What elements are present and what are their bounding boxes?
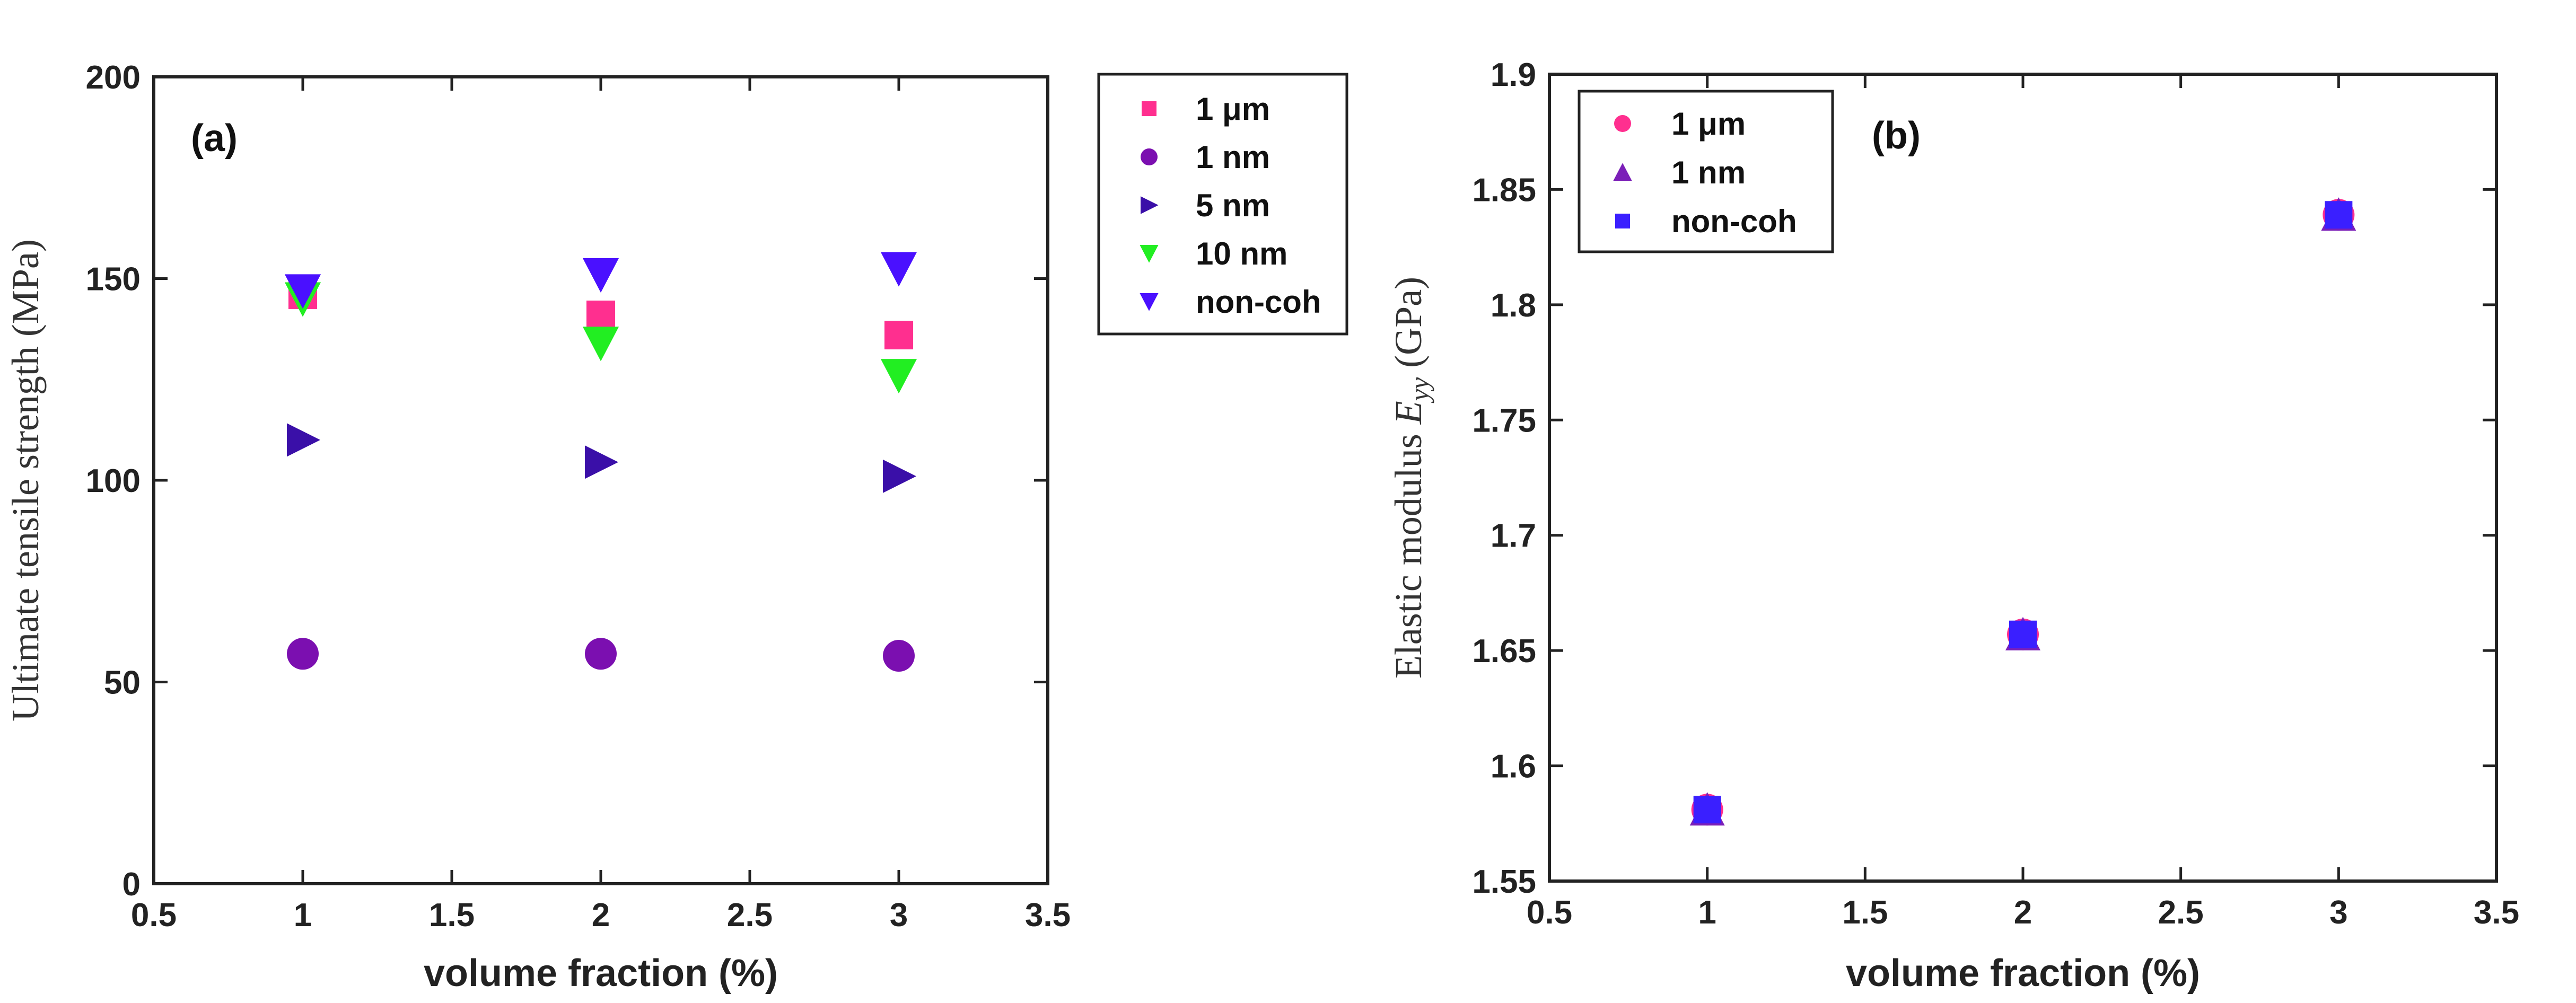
panel-b-y-tick-label: 1.85 xyxy=(1472,172,1536,208)
panel-a-legend-marker-10-nm xyxy=(1140,245,1159,263)
panel-b-y-tick-label: 1.8 xyxy=(1491,287,1536,324)
panel-a-point-5-nm-2 xyxy=(585,445,618,479)
panel-a-point-non-coh-2 xyxy=(582,258,619,293)
panel-a-point-10-nm-2 xyxy=(582,327,619,362)
panel-b-y-tick-label: 1.6 xyxy=(1491,749,1536,785)
panel-a-legend-label-5-nm: 5 nm xyxy=(1196,188,1270,223)
panel-a-x-tick-label: 1.5 xyxy=(429,897,475,934)
panel-b-x-axis-label: volume fraction (%) xyxy=(1846,952,2200,995)
panel-a-y-tick-label: 150 xyxy=(86,261,141,298)
panel-a-y-tick-label: 200 xyxy=(86,59,141,96)
panel-a-legend-marker-1-nm xyxy=(1141,148,1158,165)
panel-a-x-tick-label: 3.5 xyxy=(1025,897,1071,934)
panel-b-point-non-coh-3 xyxy=(2325,201,2353,229)
panel-a-point-5-nm-1 xyxy=(287,423,320,457)
panel-b-legend-label-non-coh: non-coh xyxy=(1671,204,1797,239)
panel-a-legend-label-non-coh: non-coh xyxy=(1196,284,1321,320)
panel-b-label: (b) xyxy=(1872,115,1921,157)
panel-a-point-1-nm-1 xyxy=(287,638,319,670)
panel-a-point-10-nm-3 xyxy=(880,359,917,394)
panel-a-point-1-nm-3 xyxy=(883,640,915,672)
panel-a-legend: 1 μm 1 nm 5 nm 10 nm non-coh xyxy=(1097,73,1348,336)
panel-b-point-non-coh-1 xyxy=(1693,796,1721,824)
panel-b-x-tick-label: 0.5 xyxy=(1527,894,1572,931)
panel-b-x-tick-label: 2 xyxy=(2014,894,2032,931)
panel-b-y-tick-label: 1.75 xyxy=(1472,402,1536,439)
panel-b-x-tick-label: 1.5 xyxy=(1842,894,1888,931)
panel-b-y-axis-label: Elastic modulus Eyy (GPa) xyxy=(1387,277,1434,679)
panel-a-legend-marker-5-nm xyxy=(1141,196,1159,214)
panel-a-x-tick-label: 0.5 xyxy=(131,897,177,934)
panel-b-x-tick-label: 1 xyxy=(1698,894,1716,931)
panel-a-point-1-nm-2 xyxy=(585,638,617,670)
panel-b-data-points xyxy=(1689,197,2356,826)
panel-b-y-tick-label: 1.7 xyxy=(1491,518,1536,555)
panel-a-tick-labels: 0.5 1 1.5 2 2.5 3 3.5 0 50 100 150 200 xyxy=(86,59,1071,934)
panel-a-x-tick-label: 1 xyxy=(294,897,312,934)
panel-a-x-tick-label: 3 xyxy=(890,897,908,934)
panel-a-x-tick-label: 2.5 xyxy=(727,897,773,934)
panel-b-legend-label-1-nm: 1 nm xyxy=(1671,155,1746,190)
panel-a-point-1-m-3 xyxy=(884,321,913,350)
panel-a-point-non-coh-3 xyxy=(880,252,917,287)
panel-b-x-tick-label: 2.5 xyxy=(2158,894,2204,931)
panel-a-y-tick-label: 50 xyxy=(104,665,141,701)
panel-a-legend-marker-1-m xyxy=(1142,101,1156,116)
panel-a-y-tick-label: 100 xyxy=(86,463,141,499)
panel-a-legend-label-1-nm: 1 nm xyxy=(1196,139,1270,175)
panel-b-legend-label-1-m: 1 μm xyxy=(1671,106,1746,142)
panel-a-plot-area xyxy=(152,75,1049,885)
panel-b-point-non-coh-2 xyxy=(2009,620,2037,648)
panel-b-x-tick-label: 3 xyxy=(2329,894,2347,931)
panel-a-point-1-m-2 xyxy=(586,300,615,329)
panel-a-chart: 0.5 1 1.5 2 2.5 3 3.5 0 50 100 150 200 (a) volume f… xyxy=(4,59,1348,995)
panel-b-chart: 0.5 1 1.5 2 2.5 3 3.5 1.55 1.6 1.65 1.7 1.75 1.8 1.85… xyxy=(1387,57,2519,995)
panel-b-ticks xyxy=(1548,73,2498,883)
panel-b-tick-labels: 0.5 1 1.5 2 2.5 3 3.5 1.55 1.6 1.65 1.7 1.75 1.8 1.85… xyxy=(1472,57,2519,931)
panel-b-legend-marker-1-nm xyxy=(1613,163,1632,181)
panel-a-y-tick-label: 0 xyxy=(122,866,141,903)
panel-b-y-tick-label: 1.65 xyxy=(1472,633,1536,670)
panel-b-x-tick-label: 3.5 xyxy=(2474,894,2519,931)
panel-a-point-5-nm-3 xyxy=(883,459,916,493)
panel-b-y-tick-label: 1.55 xyxy=(1472,864,1536,900)
panel-a-x-axis-label: volume fraction (%) xyxy=(424,952,778,995)
panel-a-legend-label-10-nm: 10 nm xyxy=(1196,236,1287,271)
panel-b-y-tick-label: 1.9 xyxy=(1491,57,1536,93)
panel-a-legend-label-1-m: 1 μm xyxy=(1196,91,1270,127)
panel-a-y-axis-label: Ultimate tensile strength (MPa) xyxy=(4,239,47,722)
panel-a-label: (a) xyxy=(191,117,238,160)
panel-a-legend-marker-non-coh xyxy=(1140,293,1159,311)
panel-b-legend-marker-non-coh xyxy=(1615,214,1630,228)
panel-a-point-non-coh-1 xyxy=(284,274,321,309)
panel-a-data-points xyxy=(284,252,917,672)
panel-a-legend-box xyxy=(1097,73,1348,336)
panel-b-legend: 1 μm 1 nm non-coh xyxy=(1578,90,1834,253)
panel-b-legend-marker-1-m xyxy=(1614,115,1631,132)
panel-a-ticks xyxy=(152,75,1049,885)
panel-a-x-tick-label: 2 xyxy=(592,897,610,934)
